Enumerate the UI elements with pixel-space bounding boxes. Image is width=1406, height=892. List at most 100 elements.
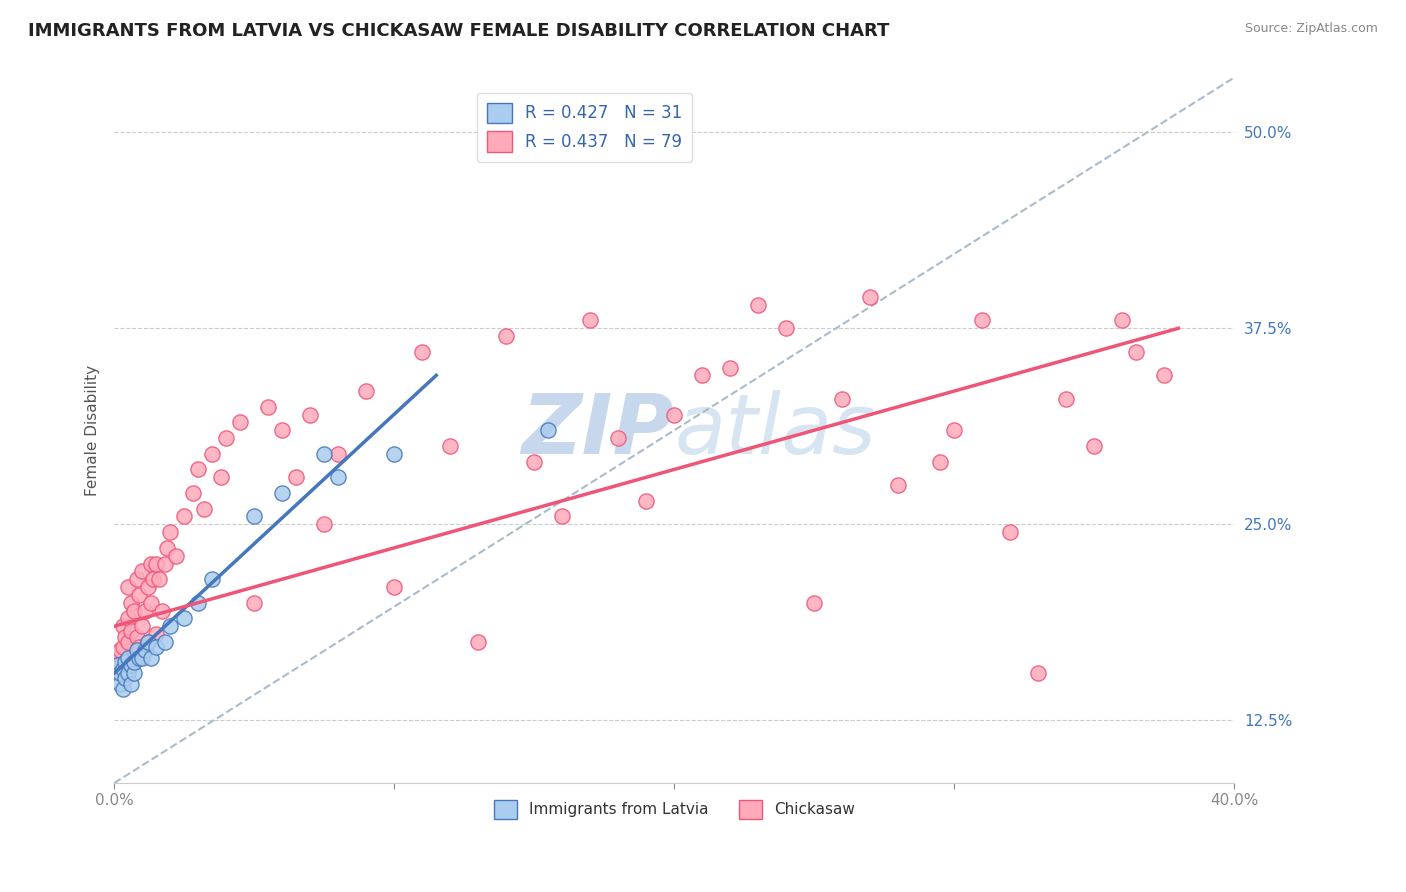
Point [108, 666, 131, 681]
Point [125, 630, 148, 644]
Point [114, 655, 136, 669]
Point [579, 313, 602, 327]
Point [114, 655, 136, 669]
Point [1026, 666, 1049, 681]
Point [159, 525, 181, 540]
Text: Source: ZipAtlas.com: Source: ZipAtlas.com [1244, 22, 1378, 36]
Point [193, 501, 215, 516]
Point [122, 655, 145, 669]
Point [117, 666, 139, 681]
Point [125, 642, 148, 657]
Point [117, 580, 139, 594]
Point [134, 642, 156, 657]
Point [328, 470, 350, 484]
Point [111, 619, 134, 633]
Point [775, 321, 797, 335]
Point [120, 658, 142, 673]
Point [153, 557, 176, 571]
Text: atlas: atlas [675, 390, 876, 471]
Point [803, 596, 825, 610]
Point [607, 431, 630, 445]
Point [382, 580, 405, 594]
Point [120, 624, 142, 638]
Point [142, 572, 165, 586]
Point [187, 596, 209, 610]
Point [382, 447, 405, 461]
Point [1054, 392, 1077, 406]
Text: ZIP: ZIP [522, 390, 675, 471]
Point [122, 650, 145, 665]
Point [145, 627, 167, 641]
Point [128, 588, 150, 602]
Point [972, 313, 994, 327]
Point [159, 619, 181, 633]
Point [243, 596, 266, 610]
Point [271, 423, 294, 437]
Point [929, 454, 952, 468]
Point [105, 658, 128, 673]
Point [1125, 344, 1147, 359]
Point [114, 671, 136, 685]
Point [285, 470, 308, 484]
Point [108, 677, 131, 691]
Point [139, 650, 162, 665]
Point [105, 650, 128, 665]
Point [181, 486, 204, 500]
Point [314, 447, 336, 461]
Point [299, 408, 322, 422]
Point [153, 635, 176, 649]
Y-axis label: Female Disability: Female Disability [86, 365, 100, 496]
Point [125, 572, 148, 586]
Point [187, 462, 209, 476]
Point [229, 416, 252, 430]
Point [120, 677, 142, 691]
Point [215, 431, 238, 445]
Point [201, 572, 224, 586]
Point [636, 493, 658, 508]
Point [271, 486, 294, 500]
Point [165, 549, 187, 563]
Point [108, 642, 131, 657]
Point [136, 580, 159, 594]
Point [150, 603, 173, 617]
Point [467, 635, 489, 649]
Point [439, 439, 461, 453]
Point [117, 635, 139, 649]
Point [136, 635, 159, 649]
Legend: Immigrants from Latvia, Chickasaw: Immigrants from Latvia, Chickasaw [488, 794, 860, 825]
Point [114, 630, 136, 644]
Point [131, 650, 153, 665]
Point [139, 596, 162, 610]
Point [328, 447, 350, 461]
Point [111, 662, 134, 676]
Point [664, 408, 686, 422]
Point [108, 658, 131, 673]
Point [145, 557, 167, 571]
Point [257, 400, 280, 414]
Point [131, 619, 153, 633]
Point [173, 611, 195, 625]
Point [411, 344, 433, 359]
Point [128, 650, 150, 665]
Point [690, 368, 713, 383]
Point [117, 611, 139, 625]
Point [111, 681, 134, 696]
Point [747, 298, 769, 312]
Point [139, 557, 162, 571]
Point [718, 360, 741, 375]
Point [537, 423, 560, 437]
Point [136, 635, 159, 649]
Point [173, 509, 195, 524]
Point [122, 603, 145, 617]
Point [209, 470, 232, 484]
Point [495, 329, 517, 343]
Point [1083, 439, 1105, 453]
Point [1000, 525, 1022, 540]
Point [243, 509, 266, 524]
Point [354, 384, 377, 398]
Point [943, 423, 966, 437]
Point [314, 517, 336, 532]
Point [145, 640, 167, 654]
Point [831, 392, 853, 406]
Point [156, 541, 179, 555]
